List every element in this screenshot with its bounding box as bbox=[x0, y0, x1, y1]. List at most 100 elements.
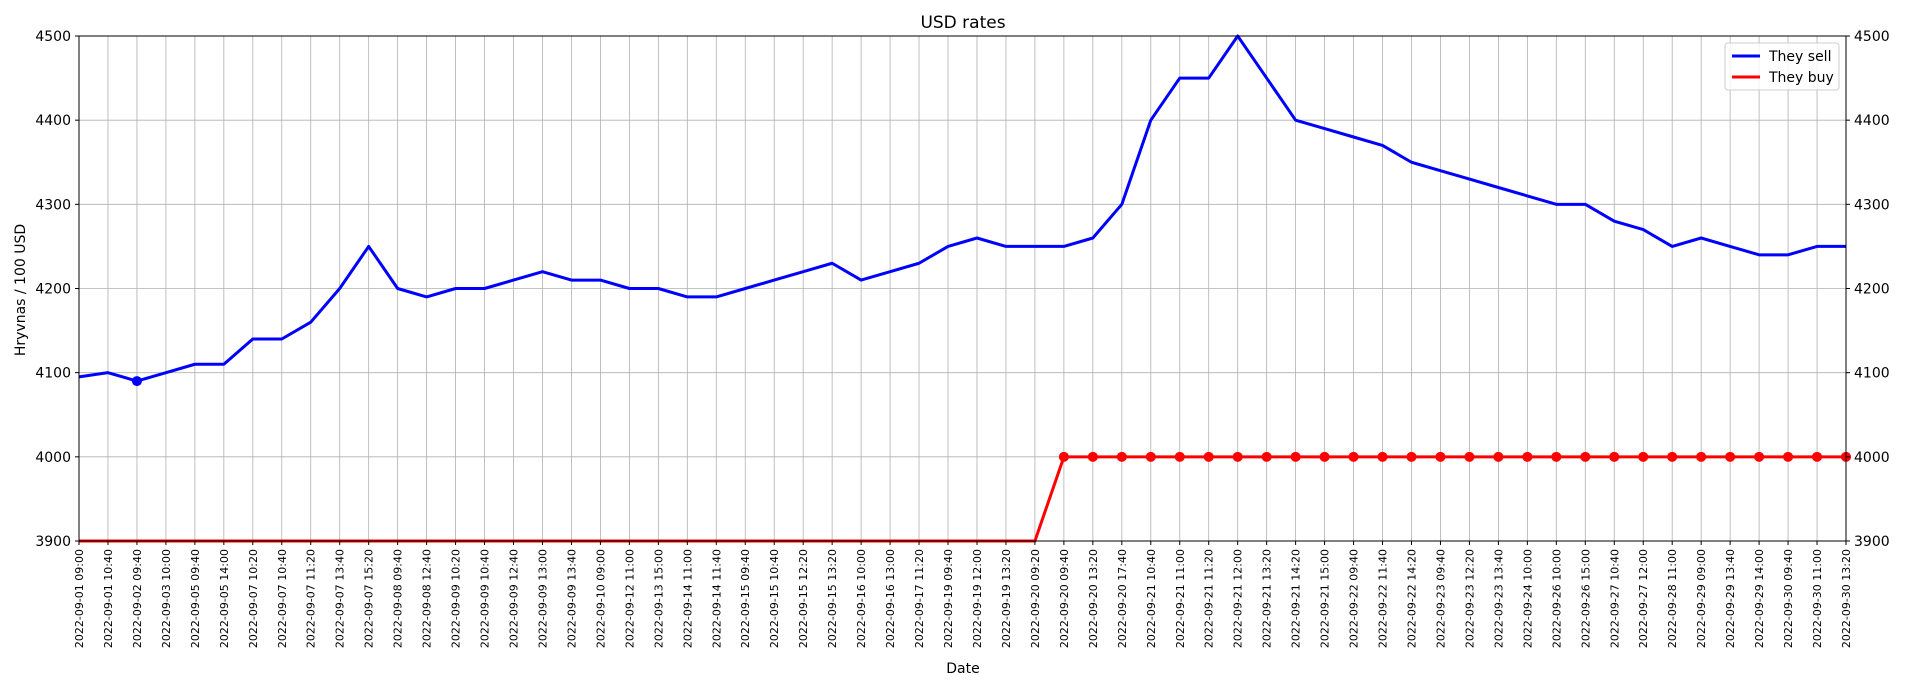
data-point-they-buy bbox=[1406, 451, 1417, 462]
x-tick-label: 2022-09-26 10:00 bbox=[1550, 549, 1563, 648]
data-point-they-buy bbox=[1464, 451, 1475, 462]
x-tick-label: 2022-09-19 09:40 bbox=[942, 549, 955, 648]
x-tick-label: 2022-09-01 10:40 bbox=[102, 549, 115, 648]
x-tick-label: 2022-09-28 11:00 bbox=[1666, 549, 1679, 648]
x-tick-label: 2022-09-23 13:40 bbox=[1492, 549, 1505, 648]
data-point-they-buy bbox=[1812, 451, 1823, 462]
x-tick-label: 2022-09-24 10:00 bbox=[1521, 549, 1534, 648]
x-tick-label: 2022-09-22 14:20 bbox=[1405, 549, 1418, 648]
x-tick-label: 2022-09-02 09:40 bbox=[131, 549, 144, 648]
x-tick-label: 2022-09-30 11:00 bbox=[1811, 549, 1824, 648]
data-point-they-buy bbox=[1232, 451, 1243, 462]
x-tick-label: 2022-09-05 09:40 bbox=[189, 549, 202, 648]
legend-label-they-buy: They buy bbox=[1768, 70, 1834, 86]
x-tick-label: 2022-09-21 12:00 bbox=[1232, 549, 1245, 648]
x-tick-label: 2022-09-21 11:20 bbox=[1203, 549, 1216, 648]
x-axis-title: Date bbox=[946, 661, 979, 677]
x-tick-label: 2022-09-15 13:20 bbox=[826, 549, 839, 648]
x-tick-label: 2022-09-23 09:40 bbox=[1434, 549, 1447, 648]
x-tick-label: 2022-09-27 10:40 bbox=[1608, 549, 1621, 648]
x-tick-label: 2022-09-09 10:40 bbox=[479, 549, 492, 648]
x-tick-label: 2022-09-01 09:00 bbox=[73, 549, 86, 648]
x-tick-label: 2022-09-14 11:40 bbox=[710, 549, 723, 648]
y-tick-label-right: 3900 bbox=[1854, 534, 1890, 550]
x-tick-label: 2022-09-21 11:00 bbox=[1174, 549, 1187, 648]
data-point-they-buy bbox=[1609, 451, 1620, 462]
x-tick-label: 2022-09-17 11:20 bbox=[913, 549, 926, 648]
y-tick-label-left: 4100 bbox=[35, 366, 71, 382]
data-point-they-buy bbox=[1058, 451, 1069, 462]
data-point-they-buy bbox=[1087, 451, 1098, 462]
x-tick-label: 2022-09-09 10:20 bbox=[450, 549, 463, 648]
data-point-they-buy bbox=[1377, 451, 1388, 462]
legend-label-they-sell: They sell bbox=[1768, 49, 1831, 65]
x-tick-label: 2022-09-14 11:00 bbox=[681, 549, 694, 648]
y-tick-label-right: 4000 bbox=[1854, 450, 1890, 466]
data-point-they-buy bbox=[1348, 451, 1359, 462]
x-tick-label: 2022-09-16 13:00 bbox=[884, 549, 897, 648]
y-tick-label-right: 4400 bbox=[1854, 113, 1890, 129]
legend: They sell They buy bbox=[1724, 42, 1840, 91]
x-tick-label: 2022-09-21 14:20 bbox=[1290, 549, 1303, 648]
data-point-they-buy bbox=[1261, 451, 1272, 462]
data-point-they-buy bbox=[1290, 451, 1301, 462]
x-tick-label: 2022-09-07 10:20 bbox=[247, 549, 260, 648]
x-tick-label: 2022-09-30 09:40 bbox=[1782, 549, 1795, 648]
x-tick-label: 2022-09-12 11:00 bbox=[623, 549, 636, 648]
chart-title: USD rates bbox=[920, 13, 1005, 33]
x-tick-label: 2022-09-10 09:00 bbox=[594, 549, 607, 648]
x-tick-label: 2022-09-19 13:20 bbox=[1000, 549, 1013, 648]
x-tick-label: 2022-09-07 11:20 bbox=[305, 549, 318, 648]
x-tick-label: 2022-09-15 09:40 bbox=[739, 549, 752, 648]
x-tick-label: 2022-09-22 09:40 bbox=[1348, 549, 1361, 648]
data-point-they-buy bbox=[1174, 451, 1185, 462]
y-tick-label-left: 4300 bbox=[35, 197, 71, 213]
x-tick-label: 2022-09-09 13:00 bbox=[536, 549, 549, 648]
x-tick-label: 2022-09-08 09:40 bbox=[392, 549, 405, 648]
x-tick-label: 2022-09-27 12:00 bbox=[1637, 549, 1650, 648]
data-point-they-buy bbox=[1638, 451, 1649, 462]
x-tick-label: 2022-09-29 14:00 bbox=[1753, 549, 1766, 648]
x-tick-label: 2022-09-19 12:00 bbox=[971, 549, 984, 648]
x-tick-label: 2022-09-15 12:20 bbox=[797, 549, 810, 648]
data-point-they-sell bbox=[131, 376, 142, 387]
y-tick-label-left: 3900 bbox=[35, 534, 71, 550]
x-tick-label: 2022-09-21 10:40 bbox=[1145, 549, 1158, 648]
ticks: 2022-09-01 09:00 2022-09-01 10:40 2022-09-… bbox=[35, 29, 1889, 648]
y-tick-label-right: 4300 bbox=[1854, 197, 1890, 213]
x-tick-label: 2022-09-26 15:00 bbox=[1579, 549, 1592, 648]
data-point-they-buy bbox=[1145, 451, 1156, 462]
data-point-they-buy bbox=[1783, 451, 1794, 462]
x-tick-label: 2022-09-13 15:00 bbox=[652, 549, 665, 648]
x-tick-label: 2022-09-08 12:40 bbox=[421, 549, 434, 648]
data-point-they-buy bbox=[1580, 451, 1591, 462]
x-tick-label: 2022-09-03 10:00 bbox=[160, 549, 173, 648]
x-tick-label: 2022-09-29 09:00 bbox=[1695, 549, 1708, 648]
y-tick-label-left: 4200 bbox=[35, 282, 71, 298]
x-tick-label: 2022-09-20 09:20 bbox=[1029, 549, 1042, 648]
data-point-they-buy bbox=[1754, 451, 1765, 462]
y-tick-label-left: 4500 bbox=[35, 29, 71, 45]
x-tick-label: 2022-09-05 14:00 bbox=[218, 549, 231, 648]
series-line-they-sell bbox=[78, 34, 1846, 383]
data-point-they-buy bbox=[1522, 451, 1533, 462]
x-tick-label: 2022-09-07 13:40 bbox=[334, 549, 347, 648]
x-tick-label: 2022-09-21 13:20 bbox=[1261, 549, 1274, 648]
data-point-they-buy bbox=[1435, 451, 1446, 462]
x-tick-label: 2022-09-20 17:40 bbox=[1116, 549, 1129, 648]
x-tick-label: 2022-09-07 15:20 bbox=[363, 549, 376, 648]
x-tick-label: 2022-09-15 10:40 bbox=[768, 549, 781, 648]
x-tick-label: 2022-09-07 10:40 bbox=[276, 549, 289, 648]
data-point-they-buy bbox=[1551, 451, 1562, 462]
data-point-they-buy bbox=[1319, 451, 1330, 462]
y-tick-label-right: 4100 bbox=[1854, 366, 1890, 382]
data-point-they-buy bbox=[1203, 451, 1214, 462]
x-tick-label: 2022-09-30 13:20 bbox=[1840, 549, 1853, 648]
x-tick-label: 2022-09-29 13:40 bbox=[1724, 549, 1737, 648]
y-tick-label-right: 4200 bbox=[1854, 282, 1890, 298]
data-point-they-buy bbox=[1116, 451, 1127, 462]
y-axis-title: Hryvnas / 100 USD bbox=[13, 224, 29, 356]
x-tick-label: 2022-09-22 11:40 bbox=[1377, 549, 1390, 648]
